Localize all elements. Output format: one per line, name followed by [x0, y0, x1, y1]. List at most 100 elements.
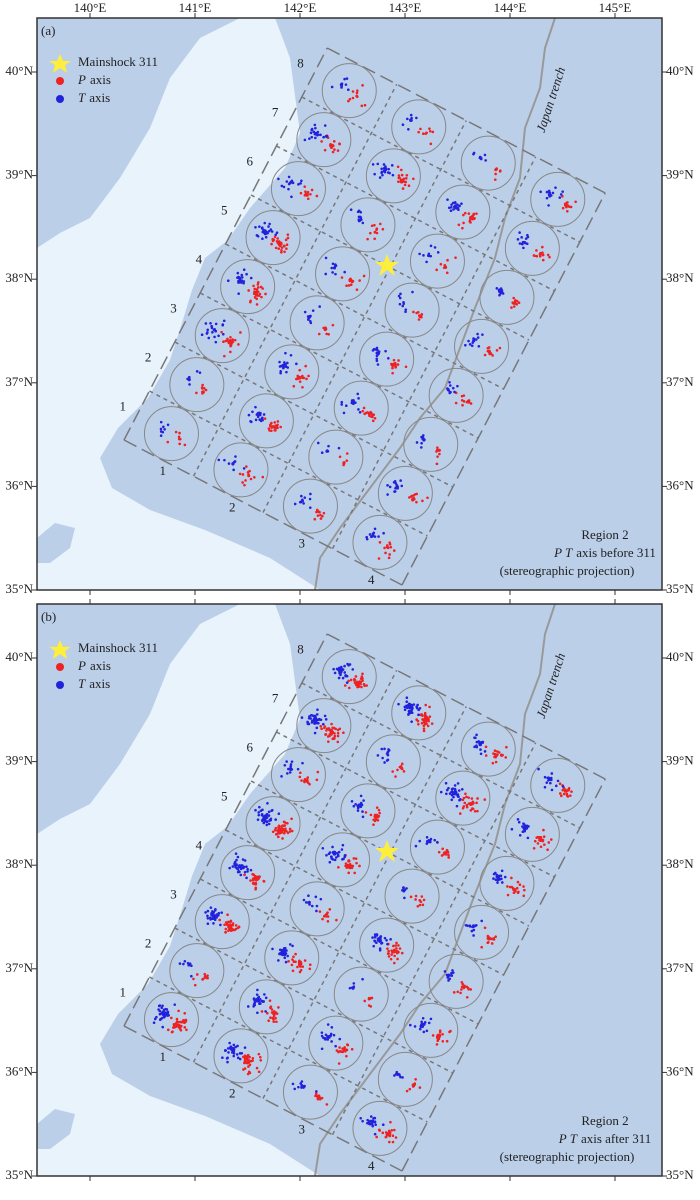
axis-dot [297, 375, 301, 379]
axis-dot [374, 1123, 377, 1127]
axis-dot [324, 913, 328, 916]
axis-dot [373, 527, 377, 531]
axis-dot [428, 129, 432, 133]
axis-dot [371, 163, 375, 166]
axis-dot [431, 130, 435, 134]
axis-dot [363, 412, 366, 416]
axis-dot [522, 822, 525, 825]
axis-dot [322, 511, 326, 515]
stereonet [428, 953, 484, 1009]
axis-dot [214, 322, 218, 326]
stereonet [213, 442, 269, 498]
axis-dot [257, 281, 260, 284]
axis-dot [458, 798, 461, 802]
y-tick-label: 37°N [666, 374, 694, 389]
axis-dot [236, 855, 240, 859]
axis-dot [404, 308, 408, 311]
axis-dot [468, 219, 472, 223]
axis-dot [303, 779, 306, 783]
axis-dot [386, 484, 389, 487]
axis-dot [299, 965, 302, 968]
axis-dot [375, 354, 379, 358]
axis-dot [395, 951, 399, 955]
axis-dot [500, 869, 504, 873]
axis-dot [461, 982, 465, 986]
axis-dot [371, 936, 374, 939]
axis-dot [547, 190, 551, 193]
axis-dot [499, 753, 503, 757]
axis-dot [377, 808, 381, 812]
axis-dot [388, 1132, 392, 1136]
axis-dot [397, 702, 400, 706]
axis-dot [243, 873, 246, 877]
axis-dot [258, 805, 261, 809]
axis-dot [235, 867, 239, 870]
axis-dot [274, 826, 278, 830]
axis-dot [483, 353, 487, 357]
axis-dot [240, 279, 244, 282]
axis-dot [303, 138, 307, 142]
axis-dot [315, 510, 318, 514]
axis-dot [267, 822, 271, 826]
axis-dot [307, 374, 310, 378]
axis-dot [428, 127, 431, 130]
axis-dot [390, 953, 393, 956]
axis-dot [206, 914, 209, 918]
axis-dot [368, 533, 372, 536]
axis-dot [303, 959, 307, 962]
axis-dot [243, 1054, 247, 1057]
axis-dot [324, 1038, 327, 1041]
axis-dot [290, 963, 294, 967]
axis-dot [472, 337, 476, 341]
axis-dot [420, 1020, 423, 1024]
axis-dot [429, 244, 433, 248]
axis-dot [541, 245, 544, 249]
axis-dot [477, 344, 481, 348]
axis-dot [166, 440, 170, 444]
axis-dot [403, 896, 406, 900]
axis-dot [209, 321, 212, 325]
axis-dot [276, 420, 280, 423]
axis-dot [386, 171, 390, 174]
axis-dot [283, 244, 286, 248]
axis-dot [212, 914, 216, 917]
axis-dot [414, 844, 418, 848]
axis-dot [320, 1031, 324, 1034]
stereonet [194, 308, 250, 364]
axis-dot [521, 830, 525, 834]
axis-dot [183, 959, 187, 963]
axis-dot [460, 980, 464, 984]
axis-dot [422, 720, 426, 724]
axis-dot [558, 792, 562, 795]
axis-dot [422, 724, 426, 728]
axis-dot [256, 996, 260, 1000]
axis-dot [515, 886, 519, 890]
axis-dot [267, 814, 271, 817]
axis-dot [332, 140, 336, 143]
axis-dot [163, 427, 166, 431]
axis-dot [357, 397, 360, 400]
axis-dot [255, 292, 259, 296]
axis-dot [494, 760, 498, 764]
axis-dot [224, 931, 227, 934]
y-tick-label: 40°N [5, 649, 33, 664]
axis-dot [284, 365, 288, 368]
axis-dot [491, 354, 494, 357]
axis-dot [375, 806, 379, 809]
axis-dot [538, 835, 542, 839]
axis-dot [276, 829, 280, 833]
stereonet [479, 855, 535, 911]
y-tick-label: 35°N [666, 1167, 694, 1182]
axis-dot [547, 204, 550, 207]
axis-dot [550, 788, 554, 792]
axis-dot [418, 839, 422, 843]
axis-dot [445, 271, 449, 275]
axis-dot [226, 1056, 229, 1060]
axis-dot [175, 1020, 179, 1023]
axis-dot [157, 1004, 161, 1008]
axis-dot [537, 767, 540, 771]
grid-dash [123, 1025, 403, 1172]
axis-dot [558, 782, 562, 786]
stereonet [454, 318, 510, 374]
